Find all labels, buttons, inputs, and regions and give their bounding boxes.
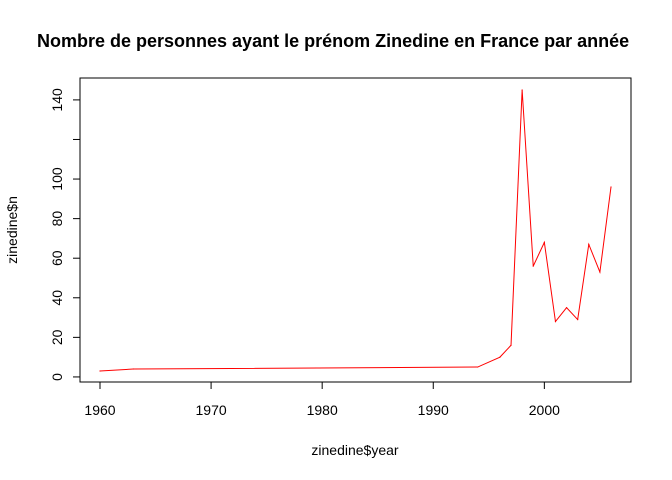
x-axis: 1960 1970 1980 1990 2000 [84, 381, 560, 418]
series-layer [99, 89, 612, 372]
data-point [554, 320, 557, 323]
data-point [588, 243, 590, 245]
y-axis-title: zinedine$n [4, 196, 20, 264]
y-tick-label: 60 [49, 250, 65, 266]
x-tick-label: 1990 [418, 402, 449, 418]
data-point [532, 265, 534, 267]
y-tick-label: 100 [49, 167, 65, 191]
data-point [543, 241, 545, 243]
data-point [477, 366, 479, 368]
x-axis-title: zinedine$year [311, 442, 399, 458]
y-tick-label: 80 [49, 211, 65, 227]
y-axis: 0 20 40 60 80 100 140 [49, 88, 81, 381]
data-point [99, 370, 101, 372]
data-point [132, 368, 134, 370]
y-tick-label: 40 [49, 290, 65, 306]
data-point [521, 89, 523, 91]
series-line [99, 89, 612, 372]
y-tick-label: 20 [49, 329, 65, 345]
x-tick-label: 2000 [529, 402, 560, 418]
data-point [499, 356, 501, 358]
x-tick-label: 1960 [84, 402, 115, 418]
x-tick-label: 1980 [307, 402, 338, 418]
data-point [565, 307, 568, 309]
y-tick-label: 140 [49, 88, 65, 112]
data-point [599, 271, 601, 273]
data-point [610, 186, 612, 188]
x-tick-label: 1970 [196, 402, 227, 418]
chart-title: Nombre de personnes ayant le prénom Zine… [37, 31, 629, 51]
data-point [577, 318, 579, 321]
y-tick-label: 0 [49, 373, 65, 381]
plot-frame [79, 77, 632, 383]
data-point [510, 344, 512, 346]
